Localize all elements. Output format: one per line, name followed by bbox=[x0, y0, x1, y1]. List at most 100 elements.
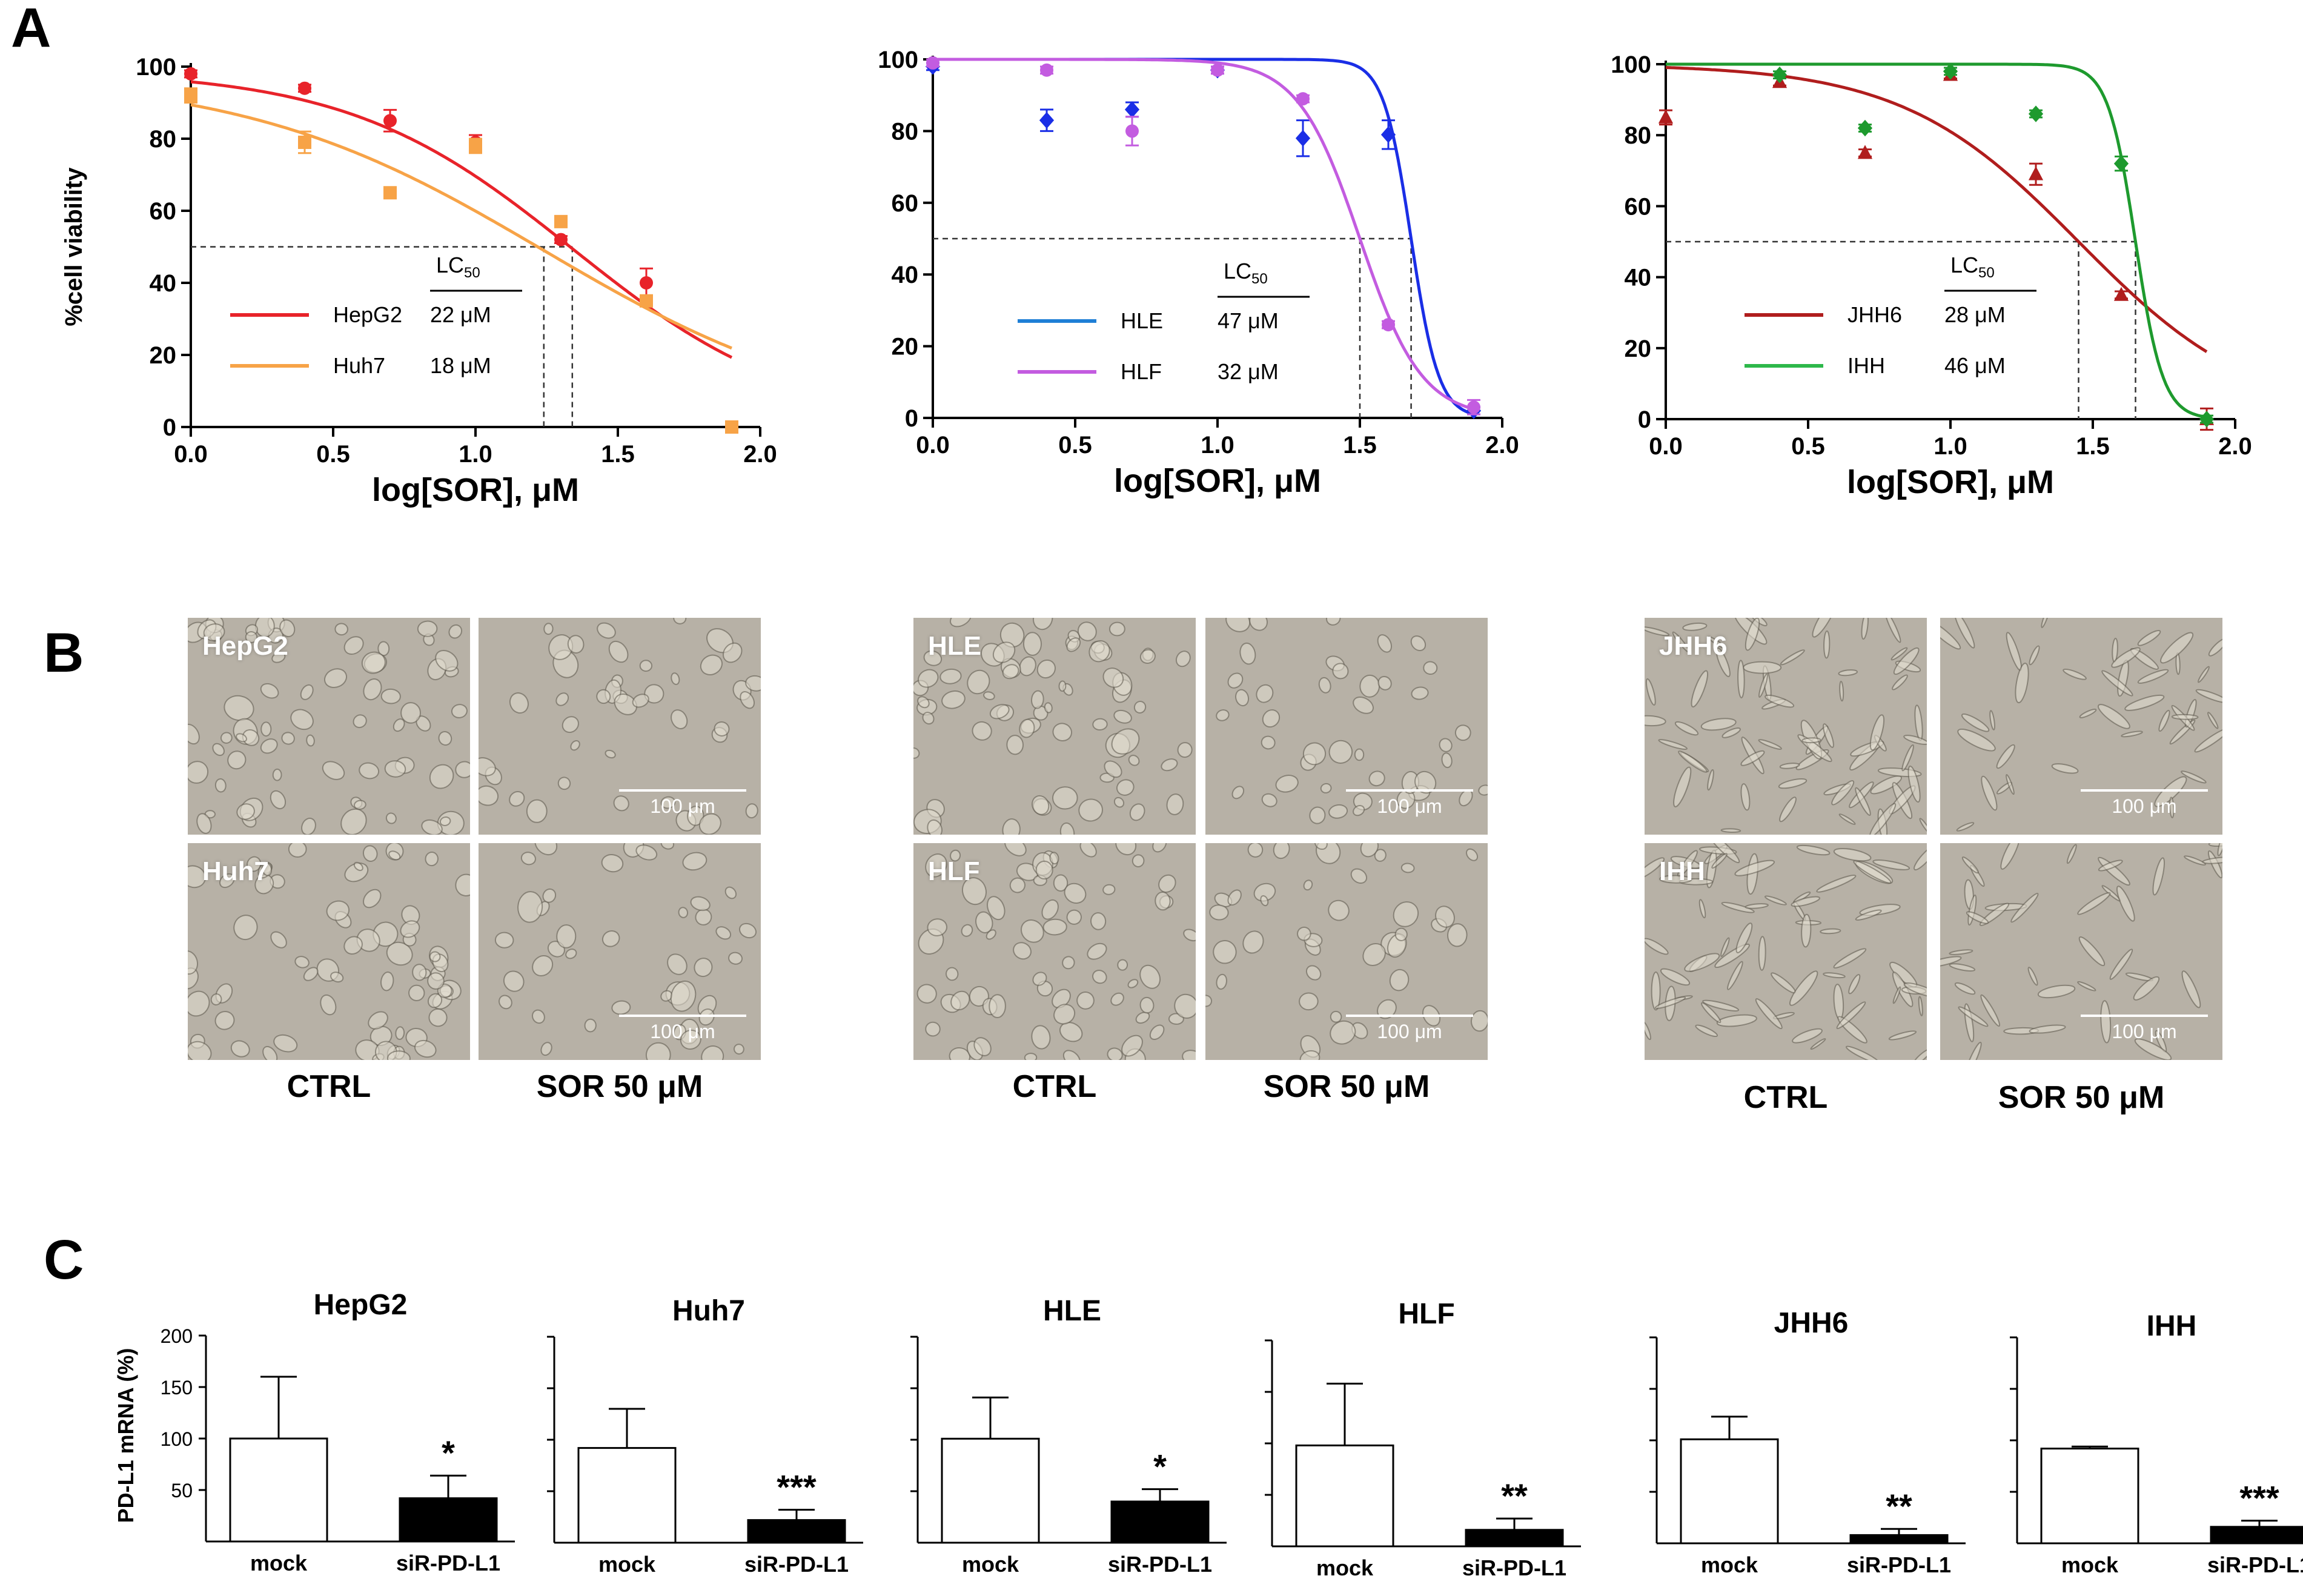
micrograph: HLF bbox=[913, 843, 1196, 1060]
data-point-huh7 bbox=[554, 214, 568, 228]
data-point-hlf bbox=[1125, 124, 1139, 138]
chart-title: IHH bbox=[2147, 1310, 2197, 1342]
category-label: siR-PD-L1 bbox=[396, 1551, 500, 1575]
scale-bar-line bbox=[2081, 1015, 2208, 1017]
data-point-jhh6 bbox=[2028, 166, 2044, 180]
scale-bar: 100 μm bbox=[1346, 1015, 1473, 1043]
condition-caption: CTRL bbox=[1012, 1069, 1097, 1104]
data-point-hle bbox=[1039, 111, 1055, 129]
cell-texture bbox=[1216, 618, 1488, 824]
data-point-huh7 bbox=[383, 186, 397, 200]
scale-bar: 100 μm bbox=[619, 789, 746, 818]
cell-texture bbox=[494, 843, 757, 1060]
category-label: siR-PD-L1 bbox=[2207, 1552, 2303, 1577]
y-tick-label: 100 bbox=[136, 54, 176, 81]
dose-response-chart-3: 0 20 40 60 80 100 0.0 0.5 1.0 1.5 2.0 log[SOR], μM L… bbox=[1611, 51, 2252, 500]
scale-bar-label: 100 μm bbox=[650, 1021, 715, 1042]
data-point-hle bbox=[1295, 130, 1311, 147]
legend-label-ihh: IHH bbox=[1847, 353, 1885, 378]
category-label: mock bbox=[1316, 1555, 1374, 1580]
micrograph: 100 μm bbox=[479, 618, 761, 835]
x-tick-label: 2.0 bbox=[743, 441, 777, 468]
bar-chart-hlf: HLF mock siR-PD-L1 ** bbox=[1265, 1298, 1581, 1580]
y-tick-label: 150 bbox=[161, 1377, 193, 1399]
bar-mock bbox=[229, 1437, 328, 1543]
cell-texture bbox=[1645, 843, 1927, 1060]
chart-title: HepG2 bbox=[314, 1289, 408, 1321]
micrograph: IHH bbox=[1645, 843, 1927, 1060]
y-tick-label: 0 bbox=[905, 405, 918, 432]
legend: LC50 HepG2 22 μM Huh7 18 μM bbox=[230, 253, 522, 378]
cell-line-label: JHH6 bbox=[1659, 631, 1728, 661]
fit-curve-hle bbox=[933, 58, 1474, 416]
cell-line-label: HLF bbox=[928, 856, 980, 886]
x-tick-label: 0.0 bbox=[916, 432, 950, 459]
data-point-hlf bbox=[1040, 63, 1053, 77]
condition-caption: CTRL bbox=[1743, 1080, 1828, 1115]
condition-caption: SOR 50 μM bbox=[536, 1069, 703, 1104]
data-point-hlf bbox=[1296, 92, 1310, 106]
panel-c-knockdown-bars: 50 100 150 200 PD-L1 mRNA (%) HepG2 mock siR-PD… bbox=[113, 1289, 2303, 1580]
category-label: mock bbox=[598, 1552, 656, 1577]
x-tick-label: 1.0 bbox=[1934, 433, 1967, 460]
condition-caption: SOR 50 μM bbox=[1998, 1080, 2165, 1115]
x-tick-label: 2.0 bbox=[2218, 433, 2252, 460]
dose-response-chart-1: 0 20 40 60 80 100 0.0 0.5 1.0 1.5 2.0 log[SOR], μM%… bbox=[61, 54, 777, 508]
x-axis-label: log[SOR], μM bbox=[1847, 464, 2054, 500]
legend-lc50-hle: 47 μM bbox=[1218, 308, 1279, 333]
data-point-huh7 bbox=[298, 135, 311, 149]
legend-lc50-hlf: 32 μM bbox=[1218, 359, 1279, 384]
legend-label-jhh6: JHH6 bbox=[1847, 302, 1902, 327]
chart-title: HLE bbox=[1043, 1295, 1101, 1327]
cell-texture bbox=[1940, 843, 2222, 1060]
micrograph: 100 μm bbox=[1205, 843, 1488, 1060]
legend-label-hlf: HLF bbox=[1121, 359, 1162, 384]
bar-sir-pd-l1 bbox=[747, 1519, 846, 1544]
bar-sir-pd-l1 bbox=[1849, 1534, 1949, 1545]
panel-letter-a: A bbox=[11, 0, 51, 59]
y-tick-label: 0 bbox=[163, 414, 176, 441]
bar-chart-hepg2: 50 100 150 200 PD-L1 mRNA (%) HepG2 mock siR-PD… bbox=[113, 1289, 515, 1575]
y-tick-label: 50 bbox=[171, 1480, 193, 1502]
y-tick-label: 20 bbox=[1625, 336, 1652, 362]
condition-caption: CTRL bbox=[287, 1069, 371, 1104]
y-tick-label: 80 bbox=[892, 118, 919, 145]
y-tick-label: 100 bbox=[878, 47, 918, 73]
x-tick-label: 0.0 bbox=[1649, 433, 1683, 460]
fit-curve-ihh bbox=[1666, 62, 2207, 419]
cell-line-label: HLE bbox=[928, 631, 981, 661]
data-point-hepg2 bbox=[383, 114, 397, 128]
y-axis-label: %cell viability bbox=[61, 167, 87, 326]
cell-texture bbox=[913, 618, 1193, 835]
bar-mock bbox=[577, 1447, 677, 1544]
scale-bar-label: 100 μm bbox=[1377, 1021, 1442, 1042]
bar-sir-pd-l1 bbox=[2210, 1526, 2303, 1545]
y-tick-label: 200 bbox=[161, 1325, 193, 1347]
x-tick-label: 1.5 bbox=[601, 441, 635, 468]
y-tick-label: 100 bbox=[1611, 51, 1651, 78]
cell-texture bbox=[1205, 843, 1488, 1060]
category-label: siR-PD-L1 bbox=[744, 1552, 849, 1577]
data-point-jhh6 bbox=[1857, 145, 1873, 159]
bar-chart-hle: HLE mock siR-PD-L1 * bbox=[910, 1295, 1227, 1577]
cell-line-label: HepG2 bbox=[202, 631, 288, 661]
bar-chart-ihh: IHH mock siR-PD-L1 *** bbox=[2010, 1310, 2303, 1577]
y-tick-label: 40 bbox=[1625, 265, 1652, 291]
y-tick-label: 0 bbox=[1638, 406, 1651, 433]
y-tick-label: 60 bbox=[1625, 193, 1652, 220]
fit-curve-jhh6 bbox=[1665, 65, 2208, 353]
bar-mock bbox=[941, 1437, 1040, 1544]
y-tick-label: 80 bbox=[150, 126, 177, 153]
y-tick-label: 60 bbox=[150, 198, 177, 225]
significance-marker: * bbox=[1153, 1448, 1167, 1486]
scale-bar-label: 100 μm bbox=[2112, 1021, 2177, 1042]
legend-lc50-ihh: 46 μM bbox=[1944, 353, 2006, 378]
data-point-huh7 bbox=[184, 88, 197, 102]
legend-header: LC50 bbox=[1224, 259, 1268, 287]
legend-header: LC50 bbox=[436, 253, 480, 281]
y-tick-label: 80 bbox=[1625, 122, 1652, 149]
data-point-huh7 bbox=[725, 420, 738, 434]
data-point-hlf bbox=[1382, 318, 1395, 332]
bar-sir-pd-l1 bbox=[1110, 1500, 1210, 1544]
x-tick-label: 1.5 bbox=[2076, 433, 2110, 460]
